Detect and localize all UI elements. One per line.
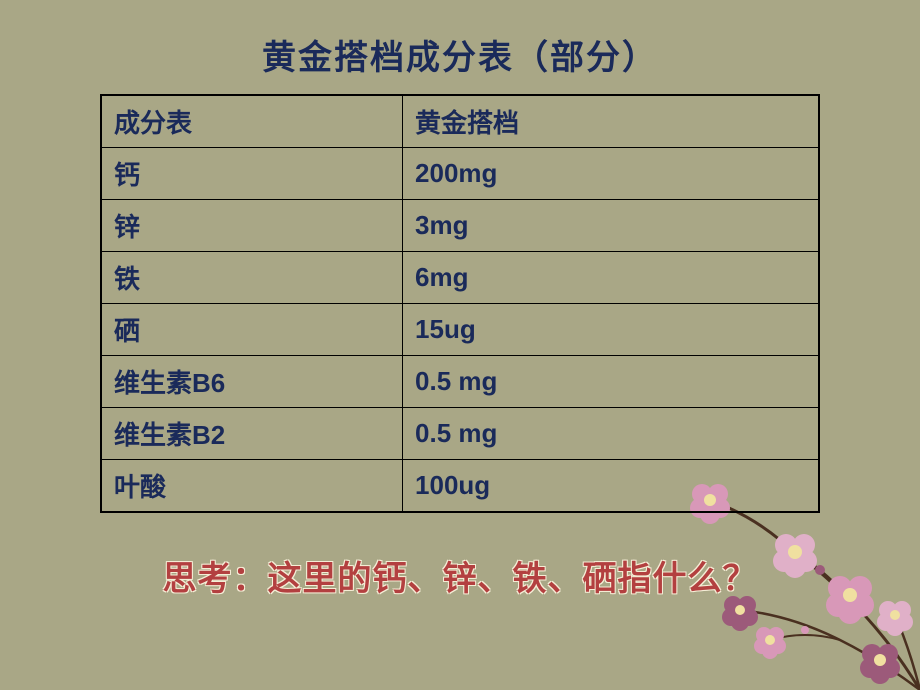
table-row: 硒 15ug — [101, 304, 819, 356]
header-cell-product: 黄金搭档 — [403, 95, 819, 148]
cell-amount: 15ug — [403, 304, 819, 356]
table-row: 维生素B2 0.5 mg — [101, 408, 819, 460]
header-cell-ingredient: 成分表 — [101, 95, 403, 148]
table-row: 铁 6mg — [101, 252, 819, 304]
page-title: 黄金搭档成分表（部分） — [0, 0, 920, 94]
cell-amount: 6mg — [403, 252, 819, 304]
cell-amount: 200mg — [403, 148, 819, 200]
cell-amount: 0.5 mg — [403, 356, 819, 408]
question-text: 思考：这里的钙、锌、铁、硒指什么？ — [0, 551, 920, 600]
table-row: 叶酸 100ug — [101, 460, 819, 513]
cell-ingredient: 硒 — [101, 304, 403, 356]
cell-ingredient: 铁 — [101, 252, 403, 304]
table-header-row: 成分表 黄金搭档 — [101, 95, 819, 148]
cell-ingredient: 维生素B2 — [101, 408, 403, 460]
cell-ingredient: 钙 — [101, 148, 403, 200]
table-row: 锌 3mg — [101, 200, 819, 252]
ingredients-table-wrap: 成分表 黄金搭档 钙 200mg 锌 3mg 铁 6mg 硒 15ug 维生素B… — [100, 94, 820, 513]
cell-amount: 100ug — [403, 460, 819, 513]
cell-ingredient: 锌 — [101, 200, 403, 252]
table-row: 维生素B6 0.5 mg — [101, 356, 819, 408]
table-row: 钙 200mg — [101, 148, 819, 200]
cell-amount: 0.5 mg — [403, 408, 819, 460]
cell-amount: 3mg — [403, 200, 819, 252]
cell-ingredient: 维生素B6 — [101, 356, 403, 408]
ingredients-table: 成分表 黄金搭档 钙 200mg 锌 3mg 铁 6mg 硒 15ug 维生素B… — [100, 94, 820, 513]
cell-ingredient: 叶酸 — [101, 460, 403, 513]
